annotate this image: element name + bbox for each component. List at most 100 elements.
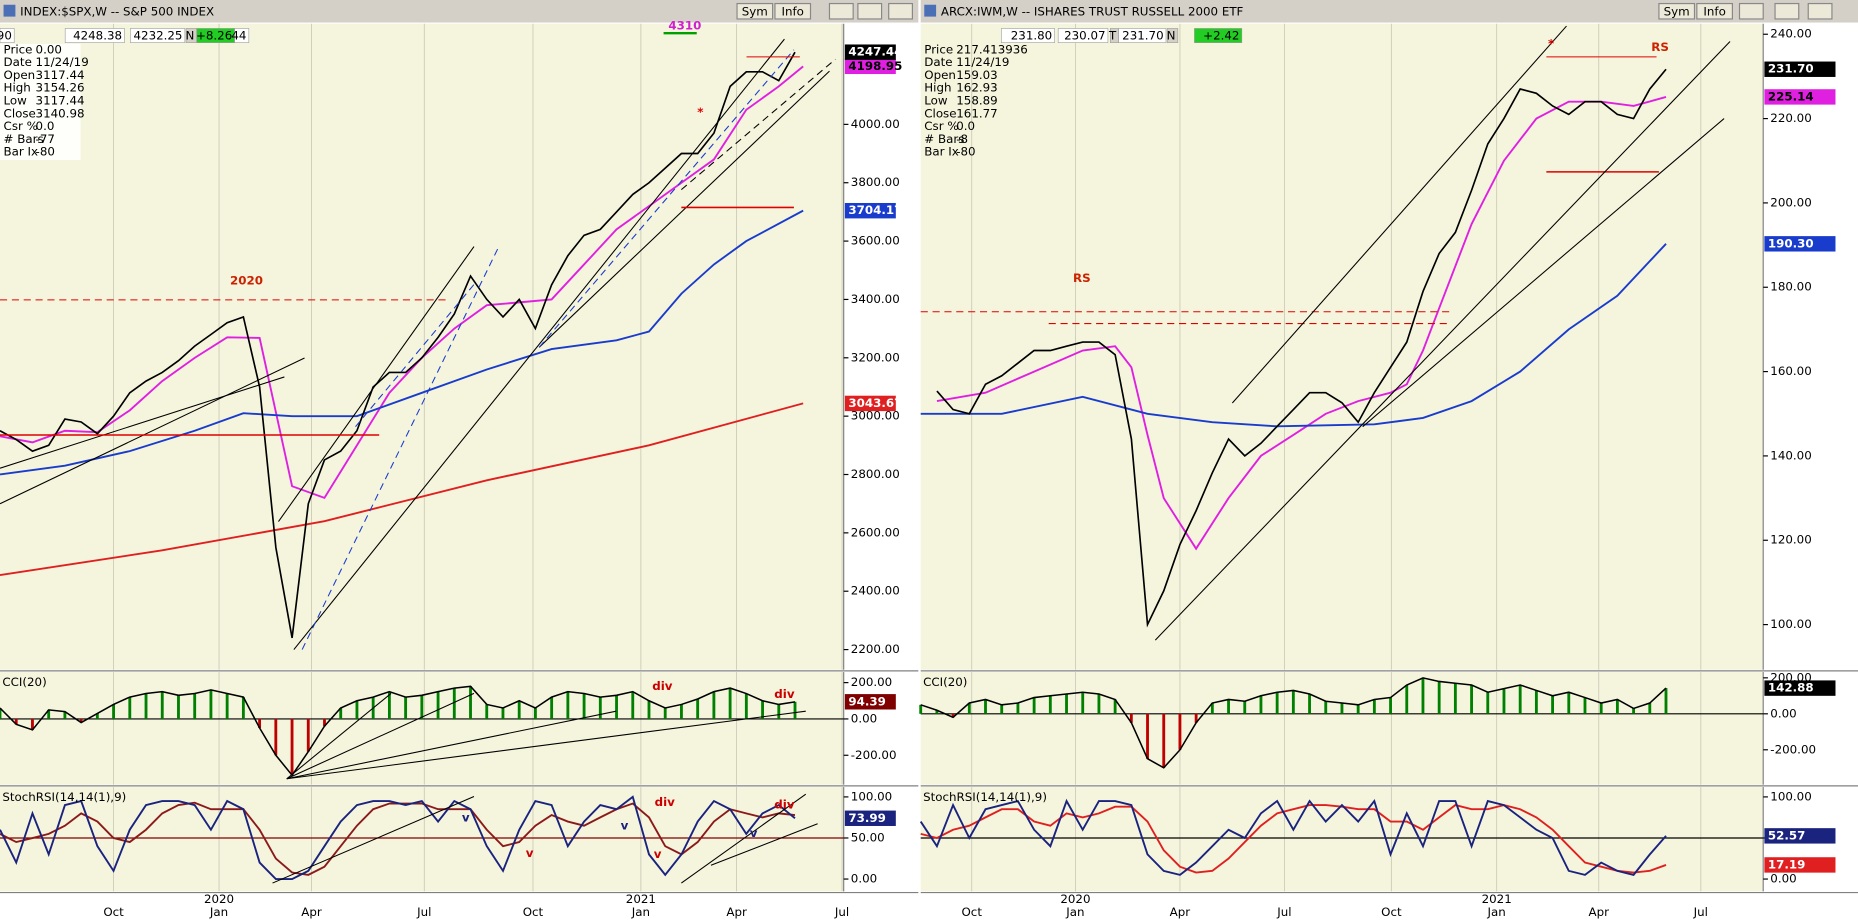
window-control[interactable] xyxy=(828,2,854,20)
toolbar-button-label[interactable]: Info xyxy=(782,4,804,18)
last-value-box xyxy=(1764,828,1836,844)
bar xyxy=(919,704,923,714)
toolbar-button[interactable] xyxy=(774,2,812,20)
trend-line xyxy=(272,796,475,884)
quote-value: 4248.38 xyxy=(73,29,122,43)
bar xyxy=(420,695,424,719)
bar xyxy=(517,700,521,719)
quote-value: +8.26 xyxy=(196,29,232,43)
info-value: -8 xyxy=(956,132,968,146)
window-control[interactable] xyxy=(857,2,883,20)
bar xyxy=(1534,690,1538,714)
last-value-label: 142.88 xyxy=(1768,681,1814,695)
bar xyxy=(31,718,34,730)
bar xyxy=(1113,699,1117,714)
toolbar-button[interactable] xyxy=(1696,2,1733,20)
bar xyxy=(501,708,505,719)
info-label: Bar Ix xyxy=(924,145,959,159)
toolbar-button-label[interactable]: Info xyxy=(1703,4,1725,18)
bar xyxy=(1308,694,1311,714)
window-control[interactable] xyxy=(1738,2,1764,20)
axis-area xyxy=(843,23,919,671)
annotation: div xyxy=(774,687,795,701)
bar xyxy=(1648,703,1652,714)
y-tick-label: 2400.00 xyxy=(851,584,900,598)
bar xyxy=(680,704,683,719)
y-tick-label: 0.00 xyxy=(1770,706,1796,720)
last-value-label: 4198.95 xyxy=(848,59,902,73)
info-value: -80 xyxy=(956,145,975,159)
bar xyxy=(1551,695,1555,714)
last-value-box xyxy=(844,810,896,826)
info-value: 0.00 xyxy=(36,42,62,56)
bar xyxy=(598,697,602,719)
panel-title: StochRSI(14,14(1),9) xyxy=(923,790,1047,804)
y-tick-label: 100.00 xyxy=(851,789,892,803)
bar xyxy=(1032,697,1036,714)
bar xyxy=(469,686,472,719)
window-control[interactable] xyxy=(1807,2,1833,20)
annotation: v xyxy=(526,846,534,860)
y-tick-label: 2200.00 xyxy=(851,642,900,656)
info-label: High xyxy=(924,81,951,95)
last-value-box xyxy=(844,395,896,412)
window-control[interactable] xyxy=(888,2,914,20)
last-value-label: 17.19 xyxy=(1768,857,1805,871)
x-tick-label: Jan xyxy=(1487,905,1506,919)
info-box xyxy=(0,43,81,161)
x-tick-year: 2020 xyxy=(204,892,234,906)
info-label: Price xyxy=(924,42,953,56)
trend-line xyxy=(538,49,795,348)
info-value: 162.93 xyxy=(956,81,997,95)
quote-value: 231.70 xyxy=(1122,29,1163,43)
quote-value: 231.80 xyxy=(1011,29,1052,43)
last-value-label: 190.30 xyxy=(1768,236,1814,250)
title-bar xyxy=(0,0,919,23)
y-tick-label: 100.00 xyxy=(1770,617,1811,631)
bar xyxy=(1453,683,1457,714)
last-value-box xyxy=(844,58,896,75)
annotation: * xyxy=(1548,36,1554,50)
trend-line xyxy=(278,246,475,522)
info-value: 0.0 xyxy=(36,119,55,133)
quote-field xyxy=(1166,28,1179,43)
quote-field xyxy=(1057,28,1109,43)
bar xyxy=(935,710,939,714)
x-tick-label: Jan xyxy=(209,905,228,919)
toolbar-button[interactable] xyxy=(736,2,774,20)
bar xyxy=(1599,703,1603,714)
info-label: Bar Ix xyxy=(4,145,39,159)
info-label: Open xyxy=(4,68,36,82)
x-tick-label: Jan xyxy=(1065,905,1084,919)
last-value-label: 73.99 xyxy=(848,811,885,825)
info-value: 3117.44 xyxy=(36,68,85,82)
last-value-box xyxy=(1764,680,1836,696)
y-tick-label: 140.00 xyxy=(1770,448,1811,462)
x-tick-year: 2021 xyxy=(626,892,656,906)
trend-line xyxy=(301,248,499,650)
bar xyxy=(1372,699,1376,714)
title-bar xyxy=(920,0,1858,23)
series-line xyxy=(0,65,804,499)
x-tick-label: Apr xyxy=(726,905,747,919)
plot-area xyxy=(920,787,1764,892)
toolbar-button-label[interactable]: Sym xyxy=(742,4,768,18)
bar xyxy=(744,693,748,719)
bar xyxy=(615,695,618,719)
info-value: 0.0 xyxy=(956,119,975,133)
y-tick-label: 3200.00 xyxy=(851,350,900,364)
bar xyxy=(1502,688,1506,714)
annotation: div xyxy=(652,679,673,693)
x-tick-label: Jul xyxy=(416,905,431,919)
bar xyxy=(436,691,440,719)
toolbar-button[interactable] xyxy=(1658,2,1696,20)
bar xyxy=(793,701,797,719)
window-control[interactable] xyxy=(1774,2,1800,20)
quote-value: N xyxy=(185,29,194,43)
bar xyxy=(177,695,180,719)
trend-line xyxy=(286,693,392,780)
plot-area xyxy=(920,672,1764,785)
trend-line xyxy=(0,357,305,505)
toolbar-button-label[interactable]: Sym xyxy=(1664,4,1690,18)
